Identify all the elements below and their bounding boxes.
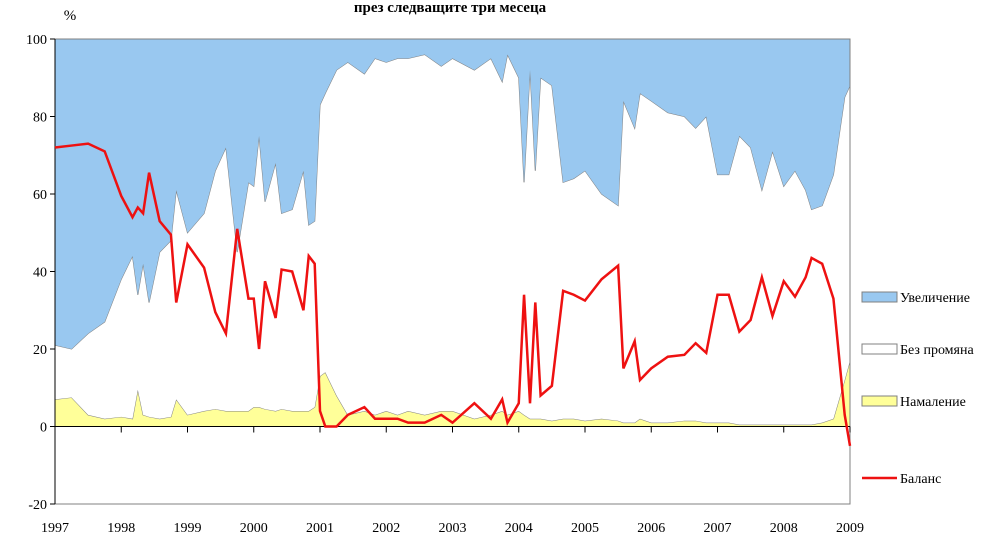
x-tick-label: 2008 [770, 521, 798, 536]
area [55, 39, 850, 349]
x-tick-label: 2001 [306, 521, 334, 536]
legend-label: Без промяна [900, 343, 974, 358]
x-tick-label: 2000 [240, 521, 268, 536]
x-tick-label: 1999 [174, 521, 202, 536]
y-tick-label: 20 [33, 343, 47, 358]
y-tick-label: 100 [26, 33, 47, 48]
y-tick-label: 40 [33, 266, 47, 281]
chart-title: през следващите три месеца [354, 0, 547, 16]
y-tick-label: 80 [33, 111, 47, 126]
y-axis-label: % [64, 8, 77, 24]
y-tick-label: -20 [28, 498, 47, 513]
legend-label: Баланс [900, 472, 941, 487]
x-tick-label: 2009 [836, 521, 864, 536]
x-tick-label: 1998 [107, 521, 135, 536]
x-tick-label: 2006 [637, 521, 665, 536]
x-tick-label: 2004 [505, 521, 533, 536]
legend-label: Намаление [900, 395, 966, 410]
area [55, 54, 850, 425]
x-tick-label: 2005 [571, 521, 599, 536]
legend-swatch [861, 291, 898, 303]
legend-swatch [861, 343, 898, 355]
legend-swatch [861, 395, 898, 407]
line [54, 142, 852, 447]
y-tick-label: 60 [33, 188, 47, 203]
area [55, 360, 850, 427]
legend-label: Увеличение [900, 291, 970, 306]
x-tick-label: 2007 [704, 521, 732, 536]
x-tick-label: 2003 [439, 521, 467, 536]
x-tick-label: 1997 [41, 521, 69, 536]
y-tick-label: 0 [40, 421, 47, 436]
x-tick-label: 2002 [372, 521, 400, 536]
